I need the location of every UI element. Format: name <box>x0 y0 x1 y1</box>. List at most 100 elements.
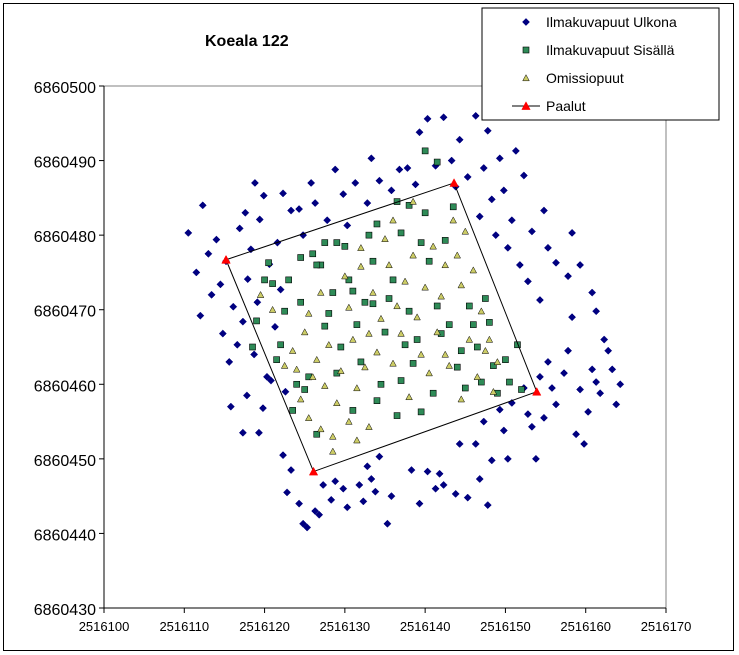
data-point <box>592 378 601 387</box>
data-point <box>519 171 528 180</box>
data-point <box>267 376 275 385</box>
data-point <box>287 466 296 474</box>
data-point <box>457 395 465 403</box>
data-point <box>381 328 389 336</box>
data-point <box>401 341 409 349</box>
data-point <box>276 285 285 294</box>
data-point <box>403 164 412 172</box>
data-point <box>491 231 500 240</box>
data-point <box>421 209 429 217</box>
data-point <box>288 346 297 354</box>
data-point <box>226 402 235 411</box>
data-point <box>287 206 296 215</box>
data-point <box>479 417 488 426</box>
data-point <box>453 251 461 259</box>
data-point <box>341 272 349 280</box>
data-point <box>305 414 313 421</box>
data-point <box>576 385 585 394</box>
data-point <box>588 288 597 297</box>
data-point <box>235 224 244 233</box>
data-point <box>313 261 321 269</box>
data-point <box>367 475 376 483</box>
data-point <box>273 356 280 363</box>
data-point <box>423 467 432 476</box>
x-tick-label: 2516110 <box>159 619 209 634</box>
legend-box <box>481 7 720 121</box>
y-tick-label: 6860490 <box>34 155 96 172</box>
data-point <box>437 292 445 300</box>
data-point <box>317 425 325 433</box>
data-point <box>411 180 420 189</box>
data-point <box>518 386 525 393</box>
data-point <box>373 348 381 356</box>
y-tick-label: 6860430 <box>34 602 96 619</box>
data-point <box>303 523 312 532</box>
data-point <box>485 335 494 343</box>
data-point <box>365 422 373 430</box>
data-point <box>417 408 425 416</box>
data-point <box>560 369 568 378</box>
data-point <box>612 400 621 409</box>
data-point <box>407 466 416 474</box>
data-point <box>461 384 469 392</box>
legend-label: Ilmakuvapuut Sisällä <box>546 42 675 58</box>
data-point <box>345 303 353 311</box>
data-point <box>421 147 429 155</box>
x-tick-label: 2516120 <box>239 619 290 634</box>
data-point <box>359 497 368 506</box>
data-point <box>481 346 490 354</box>
data-point <box>313 430 321 438</box>
data-point <box>548 384 556 392</box>
data-point <box>250 350 259 359</box>
data-point <box>333 399 341 406</box>
data-point <box>507 216 516 225</box>
legend-marker <box>521 101 531 110</box>
data-point <box>535 296 544 304</box>
data-point <box>417 350 425 358</box>
data-point <box>268 305 277 313</box>
y-tick-label: 6860470 <box>34 304 96 321</box>
data-point <box>600 335 609 344</box>
data-point <box>341 243 349 250</box>
series-3 <box>256 197 502 455</box>
data-point <box>349 335 357 343</box>
y-tick-label: 6860460 <box>34 378 96 395</box>
data-point <box>409 360 417 367</box>
data-point <box>389 216 397 224</box>
data-point <box>409 251 417 259</box>
data-point <box>295 205 304 213</box>
data-point <box>301 386 309 393</box>
data-point <box>479 164 488 172</box>
data-point <box>361 298 369 306</box>
data-point <box>540 206 548 215</box>
data-point <box>588 365 597 374</box>
data-point <box>405 202 413 209</box>
data-point <box>349 407 357 414</box>
data-point <box>483 501 492 510</box>
data-point <box>297 254 305 261</box>
data-point <box>499 426 508 435</box>
data-point <box>435 469 444 478</box>
data-point <box>441 350 449 358</box>
data-point <box>502 356 509 363</box>
data-point <box>451 489 460 498</box>
data-point <box>377 314 385 322</box>
data-point <box>457 281 465 289</box>
data-point <box>212 235 221 244</box>
data-point <box>256 290 265 298</box>
data-point <box>531 454 540 463</box>
data-point <box>289 407 296 414</box>
x-tick-label: 2516130 <box>320 619 371 634</box>
data-point <box>495 154 504 163</box>
data-point <box>317 288 325 296</box>
data-point <box>447 156 456 165</box>
data-point <box>339 190 348 199</box>
data-point <box>385 261 393 269</box>
y-tick-label: 6860440 <box>34 527 96 544</box>
data-point <box>449 178 459 187</box>
data-point <box>474 343 481 351</box>
data-point <box>373 220 381 228</box>
data-point <box>311 199 320 208</box>
x-tick-label: 2516160 <box>560 619 611 634</box>
data-point <box>363 462 372 471</box>
